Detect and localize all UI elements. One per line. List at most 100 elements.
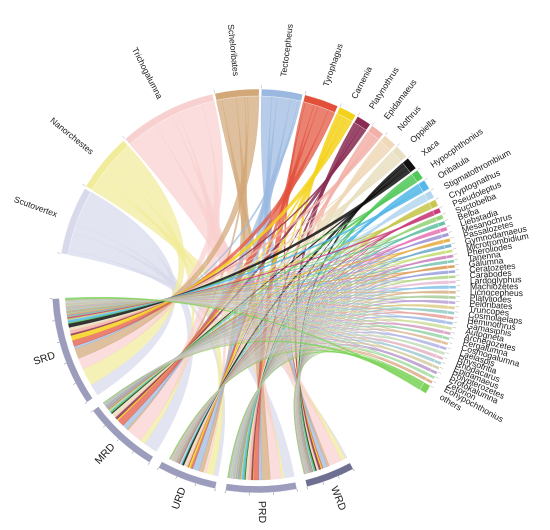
group-tick-urd <box>157 467 159 471</box>
ribbon-tanenna-mrd <box>105 261 448 407</box>
genus-arc-pergalumna-40 <box>442 335 451 341</box>
genus-tick <box>453 253 458 255</box>
ribbon-cryptognathus-mrd <box>108 205 432 411</box>
genus-arc-machiozetes-30 <box>448 285 457 289</box>
genus-tick <box>445 352 450 354</box>
genus-arc-nanorchestes-1 <box>85 140 129 191</box>
genus-tick <box>450 337 454 339</box>
genus-label-lardoglyphus: Lardoglyphus <box>470 274 522 286</box>
genus-arc-hypocphthonius-12 <box>411 169 424 183</box>
ribbon-licnocepheus-mrd <box>104 292 450 405</box>
genus-tick <box>451 242 455 244</box>
genus-tick <box>435 197 439 200</box>
ribbon-truncopes-srd <box>65 297 449 309</box>
ribbon-laelaspis-srd <box>65 299 440 349</box>
ribbon-pheroliodes-urd <box>176 256 447 463</box>
genus-arc-protokalumna-47 <box>429 368 438 375</box>
group-tick-urd <box>194 483 196 487</box>
genus-label-galumna: Galumna <box>468 255 504 269</box>
ribbon-rhodacarus-srd <box>65 299 437 358</box>
genus-tick <box>430 385 434 388</box>
ribbon-belba-srd <box>66 225 440 317</box>
ribbon-trichogalumna-srd <box>78 100 223 370</box>
ribbon-gymnodamaeus-prd <box>237 246 445 480</box>
genus-arc-xaca-11 <box>402 157 417 173</box>
ribbon-tyrophagus-srd <box>72 109 336 347</box>
ribbon-pergalumna-srd <box>65 300 443 339</box>
genus-arc-suctobelba-17 <box>435 214 444 222</box>
genus-arc-scutovertex-0 <box>60 188 92 255</box>
genus-arc-zetorion-48 <box>427 373 436 380</box>
ribbon-hypocphthonius-srd <box>67 180 418 324</box>
arc-layer <box>49 85 460 496</box>
ribbon-platyliodes-mrd <box>103 296 449 405</box>
ribbon-mesanochrus-mrd <box>106 235 443 409</box>
genus-arc-laelaspis-42 <box>439 345 448 351</box>
group-tick-wrd <box>306 486 308 490</box>
ribbon-truncopes-mrd <box>103 304 449 405</box>
genus-arc-nothrus-9 <box>380 135 396 151</box>
ribbon-licnocepheus-urd <box>174 291 450 462</box>
genus-arc-ceratozetes-27 <box>447 269 456 274</box>
genus-arc-platyliodes-32 <box>448 295 457 300</box>
genus-tick <box>444 219 449 221</box>
genus-label-ceratozetes: Ceratozetes <box>469 261 516 275</box>
group-tick-srd <box>84 402 87 404</box>
genus-tick <box>442 362 446 364</box>
ribbon-carnenia-srd <box>70 118 353 341</box>
ribbon-pheroliodes-srd <box>66 258 447 313</box>
ribbon-mesanochrus-srd <box>66 236 443 316</box>
genus-tick <box>385 132 388 136</box>
genus-label-peloribates: Peloribates <box>469 298 513 311</box>
genus-tick <box>450 236 454 239</box>
genus-arc-oppiella-10 <box>391 146 407 162</box>
ribbon-nanorchestes-srd <box>82 145 185 385</box>
genus-tick <box>424 177 428 180</box>
genus-arc-pheroliodes-24 <box>446 254 454 259</box>
genus-arc-microtrombidium-23 <box>445 249 453 254</box>
ribbon-lardoglyphus-srd <box>66 283 450 311</box>
ribbon-zetorion-srd <box>65 298 429 377</box>
ribbon-others-srd <box>65 296 421 390</box>
genus-label-tectocepheus: Tectocepheus <box>278 23 295 77</box>
genus-arc-cosmogalumna-41 <box>440 340 449 346</box>
ribbon-galumna-srd <box>66 267 449 313</box>
genus-arc-epidamaeus-45 <box>433 359 442 366</box>
group-tick-srd <box>56 342 60 344</box>
ribbon-machiozetes-mrd <box>104 286 450 406</box>
ribbon-cosmolaelaps-srd <box>65 298 448 314</box>
genus-tick <box>433 381 437 384</box>
ribbon-carabodes-srd <box>66 277 449 312</box>
genus-tick <box>430 188 435 191</box>
genus-label-carnenia: Carnenia <box>349 65 374 101</box>
genus-arc-stigmatothrombium-14 <box>424 190 435 201</box>
genus-arc-trichogalumna-2 <box>124 93 215 145</box>
genus-arc-scheloribates-3 <box>214 88 260 101</box>
genus-arc-rhodacarus-44 <box>435 354 444 361</box>
group-tick-urd <box>214 488 216 492</box>
ribbon-ceratozetes-mrd <box>104 272 449 407</box>
ribbon-microtrombidium-srd <box>66 252 447 314</box>
genus-arc-tyrophagus-5 <box>303 94 339 113</box>
ribbon-eohypochthonius-srd <box>65 298 426 381</box>
genus-arc-peloribates-33 <box>448 300 456 305</box>
genus-arc-galumna-26 <box>447 264 456 269</box>
ribbon-xaca-srd <box>68 168 411 328</box>
ribbon-gymnodamaeus-srd <box>66 247 446 315</box>
genus-arc-rhysotritia-43 <box>437 349 446 356</box>
genus-arc-cosmolaelaps-35 <box>447 310 455 315</box>
group-label-wrd: WRD <box>328 485 348 513</box>
genus-tick <box>372 122 375 126</box>
ribbon-liebstadia-srd <box>66 232 441 316</box>
ribbon-autogneta-urd <box>172 319 446 461</box>
genus-tick <box>452 248 457 250</box>
genus-arc-licnocepheus-31 <box>448 290 457 295</box>
ribbon-ceratozetes-srd <box>66 272 449 312</box>
genus-tick <box>439 206 443 208</box>
genus-tick <box>57 252 61 254</box>
genus-arc-oribatula-13 <box>418 179 430 193</box>
group-tick-mrd <box>116 439 119 442</box>
ribbon-polypterozetes-srd <box>65 298 433 368</box>
ribbon-layer <box>65 95 450 481</box>
